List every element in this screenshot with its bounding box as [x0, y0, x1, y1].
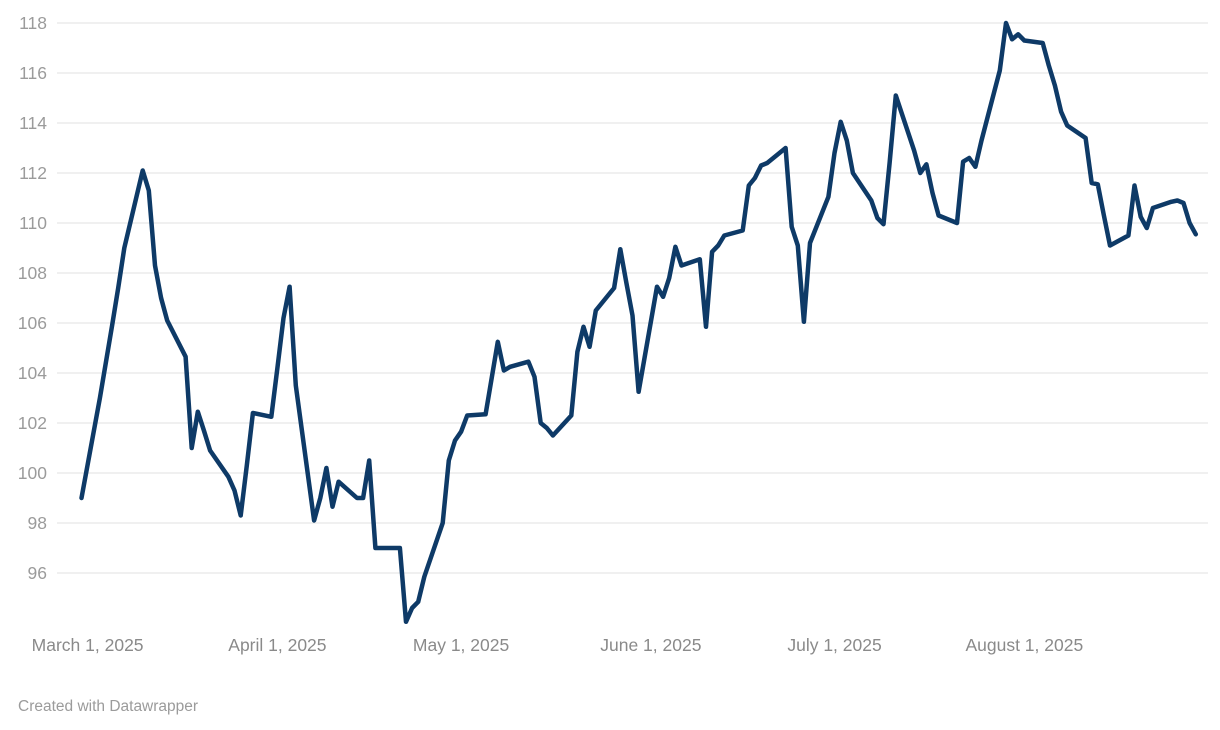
y-tick-label: 106 — [18, 313, 47, 333]
y-tick-label: 116 — [19, 63, 47, 83]
y-axis-labels: 96 98 100 102 104 106 108 110 112 114 116 118 — [18, 13, 47, 583]
data-series — [79, 20, 1199, 625]
x-tick-label: August 1, 2025 — [965, 635, 1083, 655]
x-tick-label: April 1, 2025 — [228, 635, 326, 655]
y-tick-label: 112 — [19, 163, 47, 183]
gridlines — [57, 22, 1208, 574]
y-tick-label: 108 — [18, 263, 47, 283]
y-tick-label: 96 — [28, 563, 47, 583]
x-tick-label: July 1, 2025 — [787, 635, 881, 655]
x-tick-label: June 1, 2025 — [600, 635, 701, 655]
x-tick-label: March 1, 2025 — [32, 635, 144, 655]
series-line — [79, 20, 1199, 625]
x-axis-labels: March 1, 2025 April 1, 2025 May 1, 2025 Jun… — [32, 635, 1084, 655]
attribution: Created with Datawrapper — [18, 698, 199, 715]
y-tick-label: 118 — [19, 13, 47, 33]
y-tick-label: 102 — [18, 413, 47, 433]
y-tick-label: 104 — [18, 363, 47, 383]
x-tick-label: May 1, 2025 — [413, 635, 509, 655]
y-tick-label: 100 — [18, 463, 47, 483]
y-tick-label: 98 — [28, 513, 47, 533]
y-tick-label: 110 — [19, 213, 47, 233]
y-tick-label: 114 — [19, 113, 47, 133]
